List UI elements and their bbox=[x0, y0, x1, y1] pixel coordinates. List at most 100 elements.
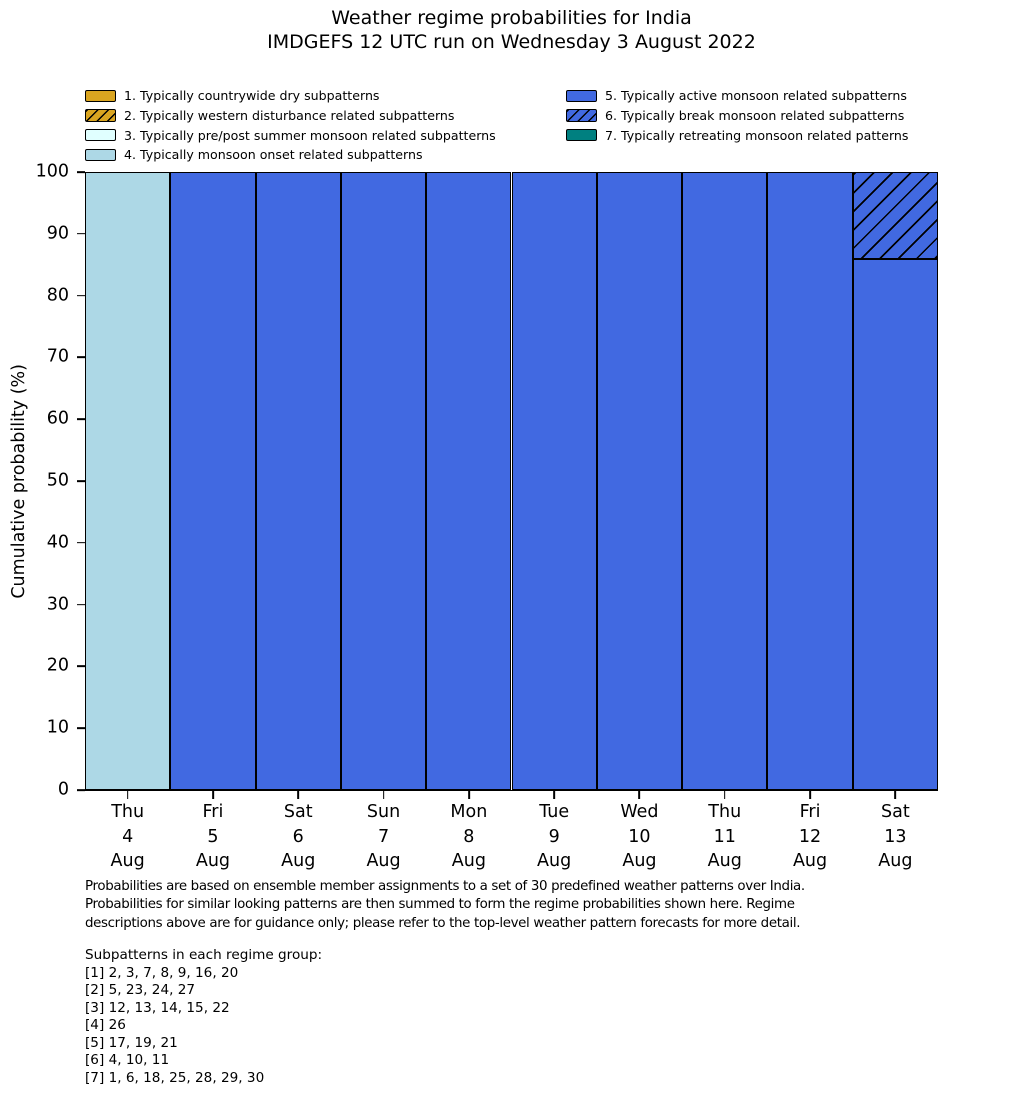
x-tick-date: 10 bbox=[628, 826, 651, 847]
bar-segment bbox=[511, 172, 597, 790]
x-tick-month: Aug bbox=[792, 851, 828, 871]
x-tick-month: Aug bbox=[878, 851, 913, 871]
y-axis: 0 10 20 30 40 50 60 70 80 90 100 bbox=[0, 163, 85, 798]
subpattern-line: [3] 12, 13, 14, 15, 22 bbox=[85, 999, 230, 1016]
x-tick-day: Sat bbox=[283, 802, 313, 822]
subpattern-line: [2] 5, 23, 24, 27 bbox=[85, 982, 196, 998]
bar-segment bbox=[682, 172, 768, 790]
legend-swatch bbox=[85, 109, 116, 122]
x-tick-label: Sat 13 Aug bbox=[878, 800, 912, 874]
legend-item-label: 1. Typically countrywide dry subpatterns bbox=[124, 88, 380, 104]
x-tick-date: 13 bbox=[884, 826, 907, 847]
x-tick-date: 5 bbox=[207, 826, 219, 847]
bar-column bbox=[767, 172, 853, 790]
legend-item: 3. Typically pre/post summer monsoon rel… bbox=[85, 125, 496, 145]
x-tick-label: Sat 6 Aug bbox=[281, 800, 315, 874]
legend-item-label: 2. Typically western disturbance related… bbox=[124, 108, 455, 124]
x-tick-month: Aug bbox=[195, 851, 231, 871]
y-tick-mark bbox=[77, 603, 85, 606]
legend-swatch bbox=[566, 109, 597, 122]
y-tick-mark bbox=[77, 232, 85, 235]
y-tick-label: 50 bbox=[46, 470, 69, 491]
x-tick-label: Fri 12 Aug bbox=[793, 800, 827, 874]
footnote-line: Probabilities are based on ensemble memb… bbox=[85, 879, 805, 894]
x-tick-day: Tue bbox=[539, 802, 570, 822]
y-tick-label: 20 bbox=[46, 655, 69, 676]
y-tick-mark bbox=[77, 294, 85, 297]
x-tick-label: Thu 4 Aug bbox=[111, 800, 145, 874]
y-tick-label: 10 bbox=[46, 717, 69, 738]
y-tick-mark bbox=[77, 480, 85, 482]
x-tick-day: Thu bbox=[111, 802, 145, 822]
x-tick-day: Sun bbox=[366, 802, 401, 822]
legend-item-label: 6. Typically break monsoon related subpa… bbox=[605, 108, 905, 124]
subpattern-line: [5] 17, 19, 21 bbox=[85, 1034, 178, 1051]
bar-segment bbox=[852, 172, 938, 259]
y-tick-label: 30 bbox=[46, 593, 69, 614]
legend-item-label: 5. Typically active monsoon related subp… bbox=[605, 88, 907, 104]
legend-item: 2. Typically western disturbance related… bbox=[85, 106, 496, 126]
x-tick-label: Wed 10 Aug bbox=[620, 800, 658, 874]
bar-column bbox=[682, 172, 768, 790]
bar-column bbox=[340, 172, 427, 790]
subpattern-line: [4] 26 bbox=[85, 1017, 126, 1033]
footnote-line: Probabilities for similar looking patter… bbox=[85, 897, 795, 913]
bar-segment bbox=[255, 172, 341, 790]
subpattern-line: [7] 1, 6, 18, 25, 28, 29, 30 bbox=[85, 1069, 265, 1086]
bar-column bbox=[170, 172, 256, 790]
bar-segment bbox=[340, 172, 427, 790]
x-tick-month: Aug bbox=[622, 851, 657, 871]
y-tick-label: 90 bbox=[46, 223, 69, 244]
bar-segment bbox=[852, 258, 938, 790]
bar-column bbox=[511, 172, 597, 790]
bar-column bbox=[596, 172, 683, 790]
legend-swatch bbox=[566, 128, 597, 142]
x-tick-date: 9 bbox=[548, 826, 560, 847]
legend-column-right: 5. Typically active monsoon related subp… bbox=[566, 86, 908, 145]
y-tick-label: 60 bbox=[46, 408, 69, 429]
bar-segment bbox=[85, 172, 171, 790]
x-tick-day: Fri bbox=[799, 802, 821, 822]
x-tick-mark bbox=[553, 791, 555, 799]
y-tick-mark bbox=[77, 541, 85, 544]
x-tick-label: Tue 9 Aug bbox=[537, 800, 571, 874]
x-tick-mark bbox=[894, 791, 897, 799]
y-tick-mark bbox=[77, 171, 85, 173]
bar-column bbox=[852, 172, 938, 790]
legend-item: 7. Typically retreating monsoon related … bbox=[566, 125, 908, 145]
chart-title: Weather regime probabilities for India I… bbox=[85, 6, 938, 54]
x-tick-date: 6 bbox=[292, 826, 304, 847]
bar-column bbox=[85, 172, 171, 790]
y-tick-label: 70 bbox=[46, 346, 69, 367]
x-tick-mark bbox=[212, 791, 214, 799]
x-tick-day: Thu bbox=[708, 802, 742, 822]
bar-column bbox=[426, 172, 512, 790]
bar-segment bbox=[767, 172, 853, 790]
x-tick-date: 4 bbox=[122, 826, 134, 847]
footnote-line: descriptions above are for guidance only… bbox=[85, 915, 801, 931]
chart-title-line2: IMDGEFS 12 UTC run on Wednesday 3 August… bbox=[267, 31, 756, 53]
x-tick-date: 7 bbox=[377, 826, 390, 847]
legend-item: 6. Typically break monsoon related subpa… bbox=[566, 106, 908, 126]
y-tick-label: 0 bbox=[57, 779, 69, 800]
x-tick-month: Aug bbox=[110, 851, 145, 871]
plot-area bbox=[85, 172, 938, 790]
subpatterns-heading: Subpatterns in each regime group: bbox=[85, 947, 323, 963]
bar-segment bbox=[170, 172, 256, 790]
y-tick-mark bbox=[77, 418, 85, 421]
legend-swatch bbox=[85, 128, 116, 142]
bar-segment bbox=[596, 172, 683, 790]
x-tick-day: Wed bbox=[620, 802, 659, 822]
legend-item: 4. Typically monsoon onset related subpa… bbox=[85, 145, 496, 165]
y-tick-mark bbox=[77, 665, 85, 668]
x-tick-mark bbox=[638, 791, 641, 799]
legend-item-label: 4. Typically monsoon onset related subpa… bbox=[124, 147, 423, 163]
x-tick-mark bbox=[297, 791, 300, 799]
x-tick-mark bbox=[126, 791, 129, 799]
y-tick-mark bbox=[77, 789, 85, 791]
x-tick-mark bbox=[382, 791, 385, 799]
x-tick-month: Aug bbox=[281, 851, 316, 871]
y-tick-mark bbox=[77, 356, 85, 359]
y-tick-label: 80 bbox=[46, 284, 69, 305]
x-axis: Thu 4 Aug Fri 5 Aug Sat 6 Aug Sun 7 Aug Mon 8 Aug Tue 9 A… bbox=[85, 790, 938, 882]
